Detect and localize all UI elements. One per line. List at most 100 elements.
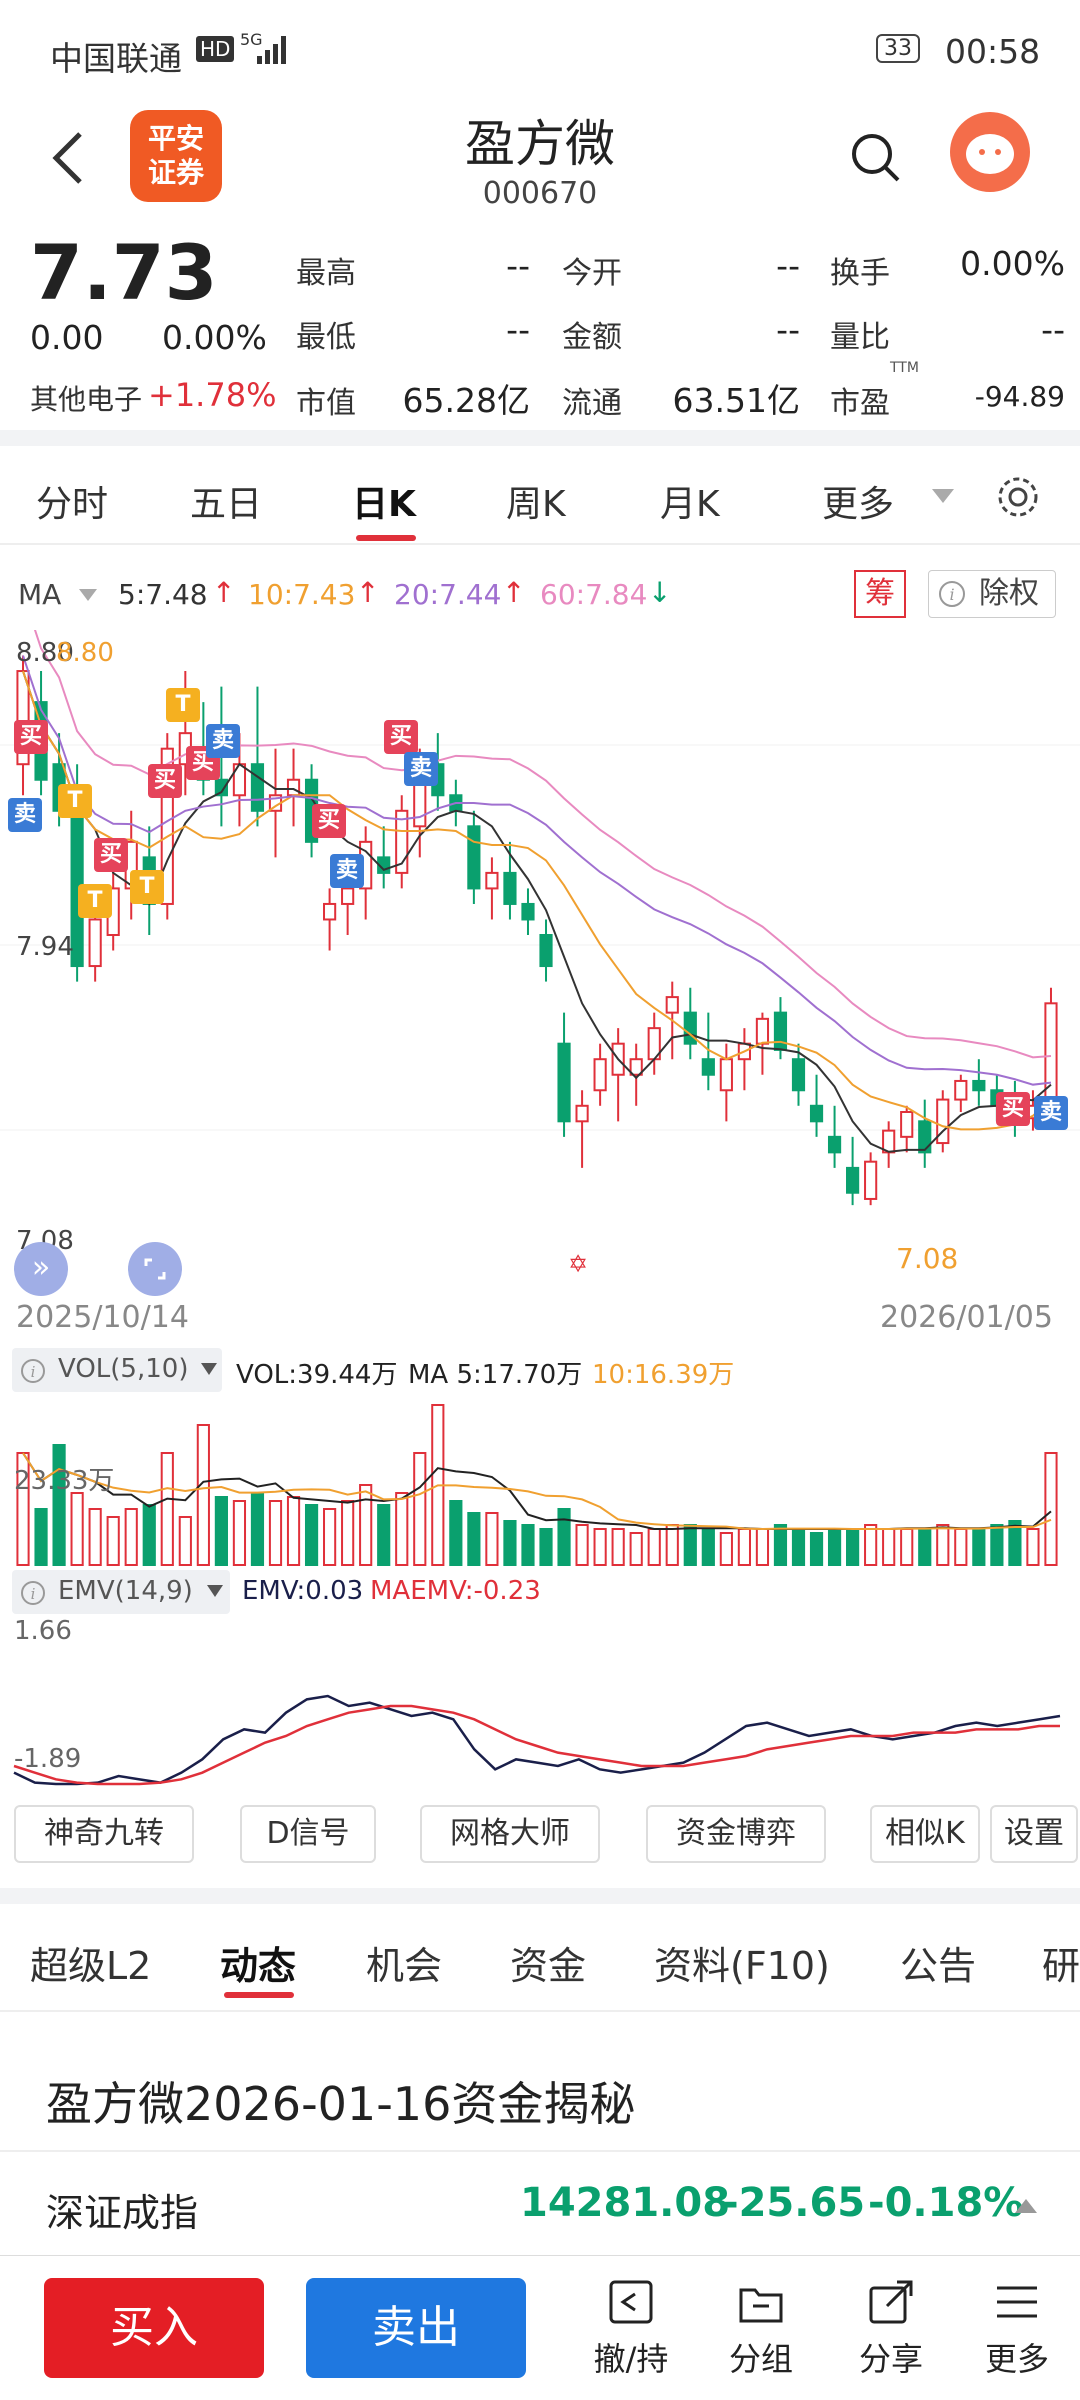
tab-funds[interactable]: 资金: [510, 1944, 587, 1988]
search-icon[interactable]: [848, 130, 904, 186]
tab-opportunity[interactable]: 机会: [366, 1944, 443, 1988]
clock: 00:58: [945, 32, 1041, 71]
kline-plot: [0, 593, 1080, 1206]
info-icon: i: [21, 1581, 45, 1605]
dropdown-icon[interactable]: [206, 1584, 224, 1598]
candle: [918, 1120, 932, 1154]
volume-bar: [737, 1528, 751, 1566]
candle: [467, 825, 481, 890]
stock-name: 盈方微: [465, 115, 615, 173]
nav-share[interactable]: 分享: [836, 2276, 946, 2380]
sector-name[interactable]: 其他电子: [30, 383, 143, 416]
emv-indicator-selector[interactable]: EMV(14,9): [12, 1570, 230, 1614]
index-ticker[interactable]: 深证成指 14281.08 -25.65 -0.18%: [0, 2158, 1080, 2252]
fullscreen-icon[interactable]: [128, 1242, 182, 1296]
dropdown-icon[interactable]: [200, 1362, 218, 1376]
tool-d-signal[interactable]: D信号: [240, 1805, 376, 1863]
volume-bar: [214, 1496, 228, 1566]
ma60-value: 60:7.84: [540, 578, 648, 611]
mktcap-label: 市值: [296, 386, 356, 421]
tool-nine-turns[interactable]: 神奇九转: [14, 1805, 194, 1863]
event-star-icon[interactable]: ✡: [568, 1250, 589, 1278]
assistant-avatar[interactable]: [950, 112, 1030, 192]
ma60-arrow-icon: ↓: [648, 576, 672, 609]
divider: [0, 2150, 1080, 2152]
emv-chart[interactable]: 1.66 -1.89: [0, 1616, 1080, 1786]
nav-group[interactable]: 分组: [706, 2276, 816, 2380]
last-price: 7.73: [30, 228, 218, 317]
candle: [521, 902, 535, 921]
sell-signal-marker: 卖: [404, 752, 438, 786]
volume-bar: [88, 1508, 102, 1566]
settings-icon[interactable]: [994, 473, 1042, 521]
chip-distribution-button[interactable]: 筹: [854, 570, 906, 618]
kline-chart[interactable]: 8.80 8.80 7.94 7.08 7.08 买 卖 T 买 T T 买 T…: [0, 593, 1080, 1296]
tab-weekly-k[interactable]: 周K: [506, 484, 566, 525]
tab-research[interactable]: 研: [1042, 1944, 1080, 1988]
volume-bar: [70, 1492, 84, 1566]
tab-intraday[interactable]: 分时: [36, 484, 109, 525]
candle: [755, 1017, 770, 1045]
volume-chart[interactable]: 23.33万: [0, 1400, 1080, 1570]
news-title[interactable]: 盈方微2026-01-16资金揭秘: [46, 2077, 636, 2131]
tool-similar-k[interactable]: 相似K: [870, 1805, 980, 1863]
ma5-line: [22, 670, 1052, 1153]
emv-axis-bottom: -1.89: [14, 1744, 82, 1774]
candle: [575, 1104, 589, 1123]
y-label-top: 8.80: [16, 638, 74, 668]
buy-signal-marker: 买: [312, 804, 346, 838]
expand-sidebar-icon[interactable]: »: [14, 1242, 68, 1296]
y-label-mid: 7.94: [16, 932, 74, 962]
low-label: 最低: [296, 320, 356, 355]
candle: [503, 871, 517, 905]
nav-more[interactable]: 更多: [962, 2276, 1072, 2380]
volume-bar: [936, 1524, 950, 1566]
tab-announcements[interactable]: 公告: [900, 1944, 977, 1988]
tab-f10[interactable]: 资料(F10): [654, 1944, 830, 1988]
turnover-value: 0.00%: [960, 244, 1065, 283]
tool-fund-game[interactable]: 资金博弈: [646, 1805, 826, 1863]
candle: [846, 1166, 860, 1194]
vol-indicator-selector[interactable]: VOL(5,10): [12, 1348, 222, 1392]
nav-cancel-hold[interactable]: 撤/持: [576, 2276, 686, 2380]
volume-bar: [1044, 1452, 1058, 1566]
vol-value: VOL:39.44万: [236, 1360, 398, 1390]
carrier-label: 中国联通: [50, 39, 182, 78]
sell-button[interactable]: 卖出: [306, 2278, 526, 2378]
start-date: 2025/10/14: [16, 1300, 189, 1335]
emv-header: EMV(14,9) i EMV:0.03 MAEMV:-0.23: [0, 1570, 1080, 1616]
volume-bar: [232, 1500, 247, 1566]
ma-dropdown-icon[interactable]: [78, 588, 98, 602]
high-price-marker: 8.80: [56, 638, 114, 668]
buy-signal-marker: 买: [148, 764, 182, 798]
buy-button[interactable]: 买入: [44, 2278, 264, 2378]
candle: [250, 763, 265, 812]
ma-label[interactable]: MA: [18, 578, 62, 611]
tab-five-day[interactable]: 五日: [190, 484, 263, 525]
sell-signal-marker: 卖: [330, 854, 364, 888]
volume-bar: [106, 1516, 120, 1566]
ex-rights-button[interactable]: 除权: [928, 570, 1056, 618]
volume-bar: [575, 1524, 589, 1566]
tool-grid-master[interactable]: 网格大师: [420, 1805, 600, 1863]
info-icon: i: [939, 581, 965, 607]
tool-settings[interactable]: 设置: [990, 1805, 1078, 1863]
share-icon: [869, 2280, 913, 2324]
back-icon[interactable]: [48, 128, 88, 188]
tab-super-l2[interactable]: 超级L2: [30, 1944, 152, 1988]
expand-up-icon[interactable]: [1014, 2198, 1038, 2214]
sell-signal-marker: 卖: [1034, 1096, 1068, 1130]
vol-axis-label: 23.33万: [14, 1466, 115, 1496]
cancel-hold-icon: [609, 2280, 653, 2324]
tab-more[interactable]: 更多: [822, 484, 895, 525]
float-value: 63.51亿: [672, 381, 800, 420]
candle: [972, 1079, 986, 1092]
volume-bar: [1026, 1528, 1040, 1566]
tab-daily-k[interactable]: 日K: [352, 484, 416, 525]
svg-text:i: i: [31, 1585, 36, 1603]
volume-bar: [395, 1492, 409, 1566]
volume-bar: [304, 1504, 319, 1566]
tab-monthly-k[interactable]: 月K: [660, 484, 720, 525]
end-date: 2026/01/05: [880, 1300, 1053, 1335]
tab-news[interactable]: 动态: [220, 1944, 297, 1988]
